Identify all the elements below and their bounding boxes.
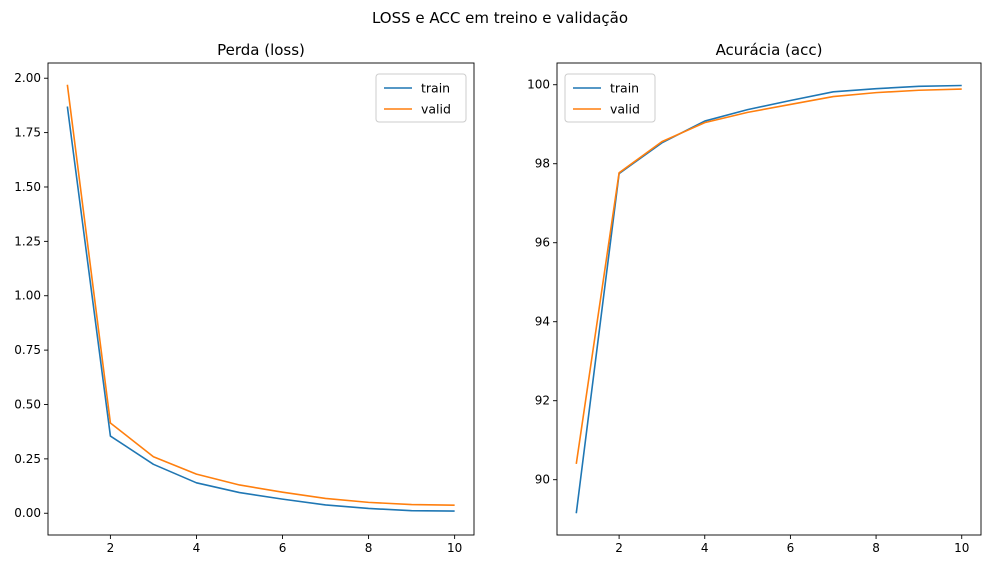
- loss-chart: Perda (loss) 2 4 6 8 10 0.00 0.25 0.50 0.75 1.00 1.…: [14, 41, 475, 555]
- accuracy-x-tick-label: 8: [872, 541, 880, 555]
- accuracy-y-tick-label: 94: [535, 315, 550, 329]
- accuracy-chart-title: Acurácia (acc): [716, 41, 823, 59]
- accuracy-legend: train valid: [564, 73, 656, 123]
- accuracy-y-tick-label: 98: [535, 157, 550, 171]
- loss-y-tick-label: 1.25: [14, 234, 41, 248]
- loss-y-tick-label: 2.00: [14, 71, 41, 85]
- loss-series-train-line: [66, 106, 455, 512]
- accuracy-x-tick-label: 10: [954, 541, 969, 555]
- accuracy-x-tick-label: 4: [701, 541, 709, 555]
- accuracy-x-tick-label: 6: [787, 541, 795, 555]
- accuracy-series-valid-line: [575, 88, 962, 465]
- loss-chart-title: Perda (loss): [217, 41, 305, 59]
- accuracy-y-tick-label: 100: [527, 78, 550, 92]
- loss-x-tick-label: 6: [279, 541, 287, 555]
- loss-legend-box: [375, 73, 467, 123]
- accuracy-y-tick-label: 90: [535, 473, 550, 487]
- loss-y-tick-label: 0.00: [14, 506, 41, 520]
- loss-x-tick-label: 8: [365, 541, 373, 555]
- accuracy-x-tick-label: 2: [615, 541, 623, 555]
- loss-series-valid-line: [66, 84, 455, 506]
- figure-suptitle: LOSS e ACC em treino e validação: [372, 9, 628, 27]
- accuracy-legend-box: [564, 73, 656, 123]
- loss-axes-frame: [47, 62, 475, 536]
- loss-x-tick-label: 4: [193, 541, 201, 555]
- accuracy-axes-frame: [556, 62, 982, 536]
- loss-legend-label-train: train: [421, 81, 450, 96]
- loss-y-tick-label: 1.00: [14, 289, 41, 303]
- accuracy-chart: Acurácia (acc) 2 4 6 8 10 90 92 94 96 98 100 train va…: [527, 41, 982, 555]
- accuracy-y-tick-label: 96: [535, 236, 550, 250]
- loss-legend: train valid: [375, 73, 467, 123]
- loss-legend-label-valid: valid: [421, 102, 451, 117]
- accuracy-y-tick-label: 92: [535, 394, 550, 408]
- loss-y-tick-label: 0.25: [14, 452, 41, 466]
- accuracy-series-train-line: [575, 84, 962, 514]
- loss-y-tick-label: 1.75: [14, 126, 41, 140]
- accuracy-legend-label-valid: valid: [610, 102, 640, 117]
- loss-x-tick-label: 2: [107, 541, 115, 555]
- accuracy-legend-label-train: train: [610, 81, 639, 96]
- loss-y-tick-label: 0.75: [14, 343, 41, 357]
- loss-x-tick-label: 10: [447, 541, 462, 555]
- loss-y-tick-label: 1.50: [14, 180, 41, 194]
- loss-y-tick-label: 0.50: [14, 397, 41, 411]
